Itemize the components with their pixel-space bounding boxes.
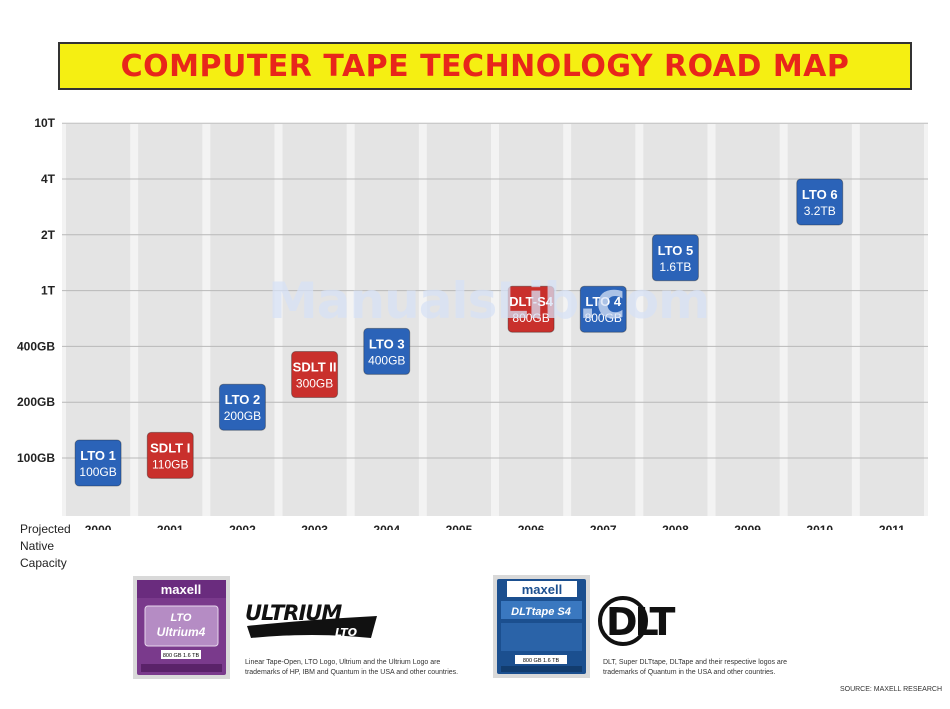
ultrium-logo-lto: LTO: [335, 626, 357, 639]
data-point-box: [651, 234, 699, 282]
dlt-cart-brand: maxell: [522, 582, 562, 597]
year-column-band: [715, 124, 780, 516]
data-point-box: [579, 285, 627, 333]
data-point-capacity: 400GB: [368, 353, 405, 367]
title-banner: COMPUTER TAPE TECHNOLOGY ROAD MAP: [58, 42, 912, 90]
data-point-sdlt-i: SDLT I 110GB: [146, 431, 194, 479]
data-point-name: LTO 3: [369, 336, 405, 351]
data-point-capacity: 300GB: [296, 377, 333, 391]
data-point-lto-3: LTO 3 400GB: [363, 327, 411, 375]
page-title: COMPUTER TAPE TECHNOLOGY ROAD MAP: [120, 48, 850, 84]
x-tick-label: 2000: [85, 523, 112, 530]
data-point-lto-5: LTO 5 1.6TB: [651, 234, 699, 282]
x-tick-label: 2004: [373, 523, 400, 530]
x-tick-label: 2002: [229, 523, 256, 530]
x-tick-label: 2001: [157, 523, 184, 530]
x-tick-label: 2011: [879, 523, 905, 530]
year-column-band: [282, 124, 347, 516]
year-column-band: [859, 124, 924, 516]
ultrium-lto-logo: ULTRIUM LTO: [243, 598, 383, 644]
data-point-capacity: 1.6TB: [659, 260, 691, 274]
lto-cart-spec: 800 GB 1.6 TB: [163, 653, 200, 659]
lto-cart-brand: maxell: [161, 582, 201, 597]
data-point-capacity: 110GB: [152, 457, 188, 471]
x-tick-label: 2003: [301, 523, 328, 530]
dlt-logo: DLT: [598, 595, 690, 649]
y-tick-label: 4T: [41, 172, 56, 186]
y-tick-label: 2T: [41, 228, 56, 242]
data-point-lto-4: LTO 4 800GB: [579, 285, 627, 333]
lto-ultrium4-cartridge-image: maxell LTO Ultrium4 800 GB 1.6 TB: [133, 576, 230, 679]
year-column-band: [426, 124, 491, 516]
lto-cart-line1: LTO: [171, 612, 192, 624]
data-point-box: [74, 439, 122, 487]
x-tick-label: 2009: [734, 523, 761, 530]
proj-line: Capacity: [20, 556, 67, 570]
data-point-lto-2: LTO 2 200GB: [218, 383, 266, 431]
data-point-capacity: 800GB: [585, 311, 622, 325]
dlttape-s4-cartridge-image: maxell DLTtape S4 800 GB 1.6 TB: [493, 575, 590, 678]
x-tick-label: 2008: [662, 523, 689, 530]
year-column-band: [354, 124, 419, 516]
source-note: SOURCE: MAXELL RESEARCH: [839, 686, 942, 693]
data-point-capacity: 3.2TB: [804, 204, 836, 218]
data-point-box: [507, 285, 555, 333]
x-tick-label: 2005: [446, 523, 473, 530]
data-point-name: LTO 2: [225, 392, 261, 407]
proj-line: Projected: [20, 522, 71, 536]
data-point-box: [363, 327, 411, 375]
data-point-capacity: 100GB: [79, 465, 116, 479]
proj-line: Native: [20, 539, 55, 553]
dlt-cart-line1: DLTtape S4: [511, 606, 571, 618]
data-point-capacity: 200GB: [224, 409, 261, 423]
data-point-box: [796, 178, 844, 226]
x-tick-label: 2007: [590, 523, 617, 530]
data-point-name: LTO 1: [80, 448, 116, 463]
y-tick-label: 200GB: [17, 395, 55, 409]
data-point-box: [291, 351, 339, 399]
data-point-name: LTO 5: [658, 243, 694, 258]
data-point-name: SDLT I: [150, 440, 190, 455]
data-point-lto-6: LTO 6 3.2TB: [796, 178, 844, 226]
data-point-name: LTO 4: [585, 294, 621, 309]
x-tick-label: 2010: [806, 523, 833, 530]
ultrium-trademark-note: Linear Tape-Open, LTO Logo, Ultrium and …: [245, 659, 459, 676]
year-column-band: [643, 124, 708, 516]
data-point-box: [146, 431, 194, 479]
plot-background: [62, 124, 928, 516]
lto-cart-line2: Ultrium4: [157, 625, 206, 639]
roadmap-chart: 100GB 200GB 400GB 1T 2T 4T 10T 2000 2001 2002 2003…: [17, 116, 928, 530]
y-tick-label: 100GB: [17, 451, 55, 465]
dlt-logo-text: DLT: [606, 600, 675, 644]
y-tick-label: 10T: [34, 116, 55, 130]
y-tick-label: 400GB: [17, 339, 55, 353]
data-point-box: [218, 383, 266, 431]
projected-native-capacity-label: Projected Native Capacity: [20, 521, 71, 572]
year-column-band: [210, 124, 275, 516]
y-tick-label: 1T: [41, 284, 56, 298]
dlt-trademark-note: DLT, Super DLTtape, DLTape and their res…: [603, 659, 788, 676]
data-point-lto-1: LTO 1 100GB: [74, 439, 122, 487]
data-point-sdlt-ii: SDLT II 300GB: [291, 351, 339, 399]
x-tick-label: 2006: [518, 523, 545, 530]
data-point-dlt-s4: DLT-S4 800GB: [507, 285, 555, 333]
dlt-cart-spec: 800 GB 1.6 TB: [523, 658, 560, 664]
data-point-name: LTO 6: [802, 187, 838, 202]
data-point-name: DLT-S4: [509, 294, 554, 309]
data-point-name: SDLT II: [293, 360, 337, 375]
data-point-capacity: 800GB: [512, 311, 549, 325]
